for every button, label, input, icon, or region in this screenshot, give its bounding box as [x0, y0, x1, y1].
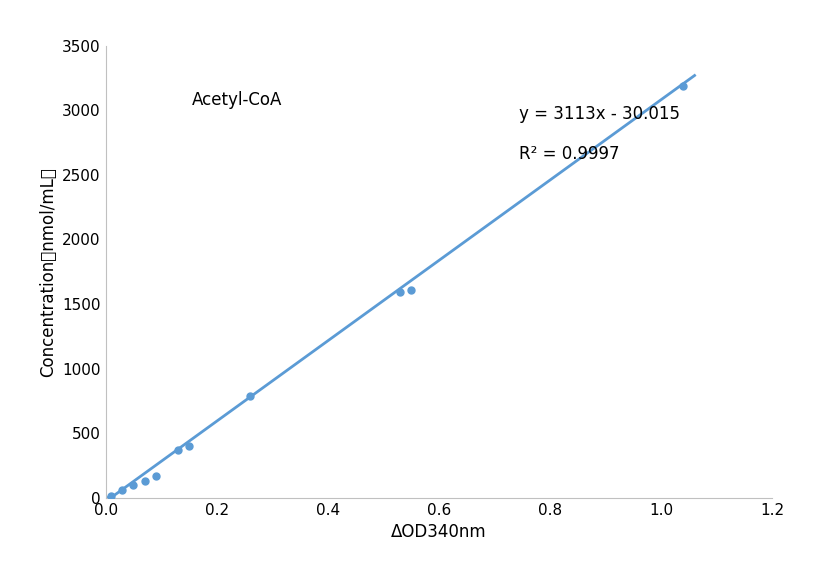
Point — [172, 445, 185, 454]
Point — [105, 492, 118, 501]
Y-axis label: Concentration（nmol/mL）: Concentration（nmol/mL） — [39, 167, 57, 376]
Point — [405, 285, 418, 295]
Point — [115, 485, 128, 494]
Point — [149, 471, 162, 480]
X-axis label: ΔOD340nm: ΔOD340nm — [391, 523, 487, 541]
Point — [182, 442, 195, 451]
Text: y = 3113x - 30.015: y = 3113x - 30.015 — [519, 105, 680, 122]
Point — [127, 480, 140, 489]
Text: R² = 0.9997: R² = 0.9997 — [519, 145, 620, 163]
Point — [393, 288, 406, 297]
Point — [677, 81, 690, 90]
Point — [138, 476, 151, 486]
Text: Acetyl-CoA: Acetyl-CoA — [193, 91, 283, 109]
Point — [244, 391, 257, 400]
